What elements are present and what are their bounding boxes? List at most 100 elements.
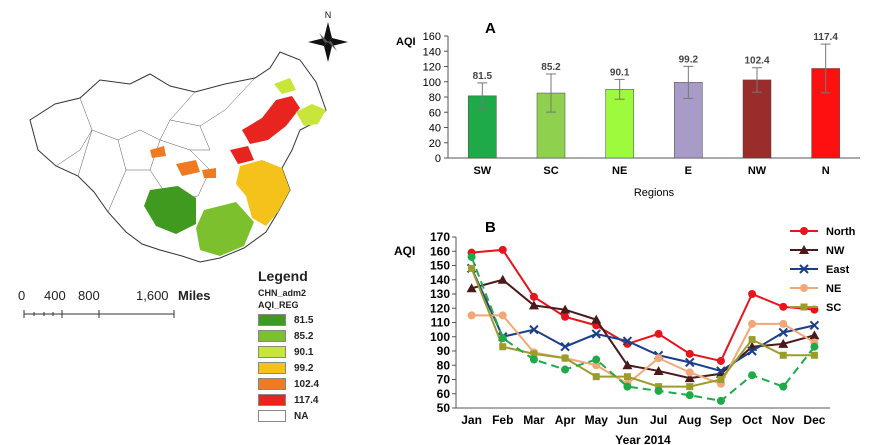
data-point-stroke	[778, 327, 788, 338]
x-tick-label: SC	[543, 165, 558, 177]
legend-label: SC	[826, 302, 841, 314]
legend-item: NA	[258, 408, 368, 424]
y-tick-label: 170	[430, 230, 450, 244]
y-tick-label: 80	[429, 92, 441, 104]
data-point	[778, 338, 789, 348]
region-nw-102-4	[150, 146, 216, 178]
data-label: 81.5	[473, 71, 493, 82]
data-point	[529, 355, 538, 364]
data-point	[591, 314, 602, 324]
legend-item: 81.5	[258, 312, 368, 328]
series-east	[466, 263, 820, 376]
x-tick-label: Nov	[772, 413, 795, 427]
x-tick-label: Mar	[523, 413, 545, 427]
legend-label: 99.2	[294, 362, 314, 374]
y-tick-label: 140	[423, 46, 441, 58]
legend-label: 117.4	[294, 394, 319, 406]
series-nw	[466, 274, 820, 383]
data-point	[799, 245, 809, 254]
data-point	[654, 354, 663, 363]
data-point	[529, 292, 538, 301]
data-point-stroke	[799, 264, 809, 274]
map-svg: N	[29, 10, 348, 263]
legend-label: NA	[294, 410, 309, 422]
scale-bar-line	[23, 310, 175, 318]
legend-label: North	[826, 226, 856, 238]
data-point	[779, 351, 787, 359]
data-point	[592, 373, 600, 381]
data-point	[528, 300, 539, 310]
y-tick-label: 80	[437, 358, 451, 372]
data-point	[561, 365, 570, 374]
y-tick-label: 120	[430, 301, 450, 315]
legend-item: 90.1	[258, 344, 368, 360]
y-axis-label: AQI	[394, 244, 415, 258]
data-point-stroke	[529, 324, 539, 335]
legend-title: Legend	[258, 268, 308, 284]
data-point	[561, 354, 569, 362]
series-line	[470, 256, 816, 402]
data-point	[653, 365, 664, 375]
y-tick-label: 140	[430, 273, 450, 287]
legend-field: AQI_REG	[258, 300, 299, 310]
data-point-stroke	[685, 357, 695, 368]
scale-bar: 0 400 800 1,600 Miles	[18, 288, 248, 328]
series-line	[470, 267, 815, 373]
x-axis-label: Year 2014	[615, 433, 671, 445]
data-point	[591, 329, 601, 339]
data-point	[685, 349, 694, 358]
x-tick-label: Dec	[803, 413, 825, 427]
data-point	[748, 290, 757, 298]
data-point	[800, 227, 808, 235]
data-point	[717, 376, 725, 383]
data-point-stroke	[622, 336, 633, 346]
data-point	[716, 356, 725, 365]
y-tick-label: 50	[437, 401, 451, 415]
data-point	[809, 320, 820, 331]
data-point	[468, 264, 476, 272]
data-point	[560, 304, 571, 314]
data-point	[716, 396, 725, 405]
data-point	[592, 361, 601, 370]
data-point-stroke	[809, 320, 820, 331]
legend-label: NE	[826, 283, 841, 295]
data-label: 102.4	[744, 56, 769, 67]
data-point	[530, 350, 538, 358]
map-legend: Legend CHN_adm2 AQI_REG 81.5 85.2 90.1 99.2…	[258, 268, 368, 424]
y-tick-label: 120	[423, 62, 441, 74]
legend-swatch	[258, 330, 286, 342]
series-line	[471, 248, 815, 363]
legend-swatch	[258, 314, 286, 326]
legend-layer: CHN_adm2	[258, 288, 307, 298]
legend-swatch	[258, 346, 286, 358]
y-tick-label: 110	[431, 316, 451, 330]
data-point	[799, 264, 809, 274]
data-point	[467, 252, 476, 261]
scale-tick-label: 0	[18, 288, 26, 303]
north-arrow-icon	[308, 22, 348, 62]
data-point	[685, 391, 694, 400]
data-point	[498, 245, 507, 254]
scale-tick-label: 800	[78, 288, 100, 303]
series-unlabeled	[467, 252, 819, 405]
x-tick-label: NW	[748, 165, 767, 177]
data-point	[748, 371, 757, 380]
legend-items: 81.5 85.2 90.1 99.2 102.4 117.4 NA	[258, 312, 368, 424]
x-axis-label: Regions	[634, 187, 675, 199]
data-point	[499, 343, 507, 351]
legend-swatch	[258, 410, 286, 422]
y-axis-label: AQI	[396, 36, 416, 48]
y-tick-label: 130	[430, 287, 450, 301]
scale-tick-label: 1,600	[136, 288, 169, 303]
north-label: N	[325, 10, 332, 20]
data-point	[684, 373, 695, 383]
data-point	[498, 311, 507, 320]
data-point-stroke	[591, 329, 601, 339]
x-tick-label: Jan	[461, 413, 482, 427]
data-point	[800, 284, 808, 292]
x-tick-label: May	[585, 413, 609, 427]
region-sc-85-2	[196, 202, 254, 256]
legend-item: 85.2	[258, 328, 368, 344]
china-aqi-map: N	[0, 0, 360, 300]
